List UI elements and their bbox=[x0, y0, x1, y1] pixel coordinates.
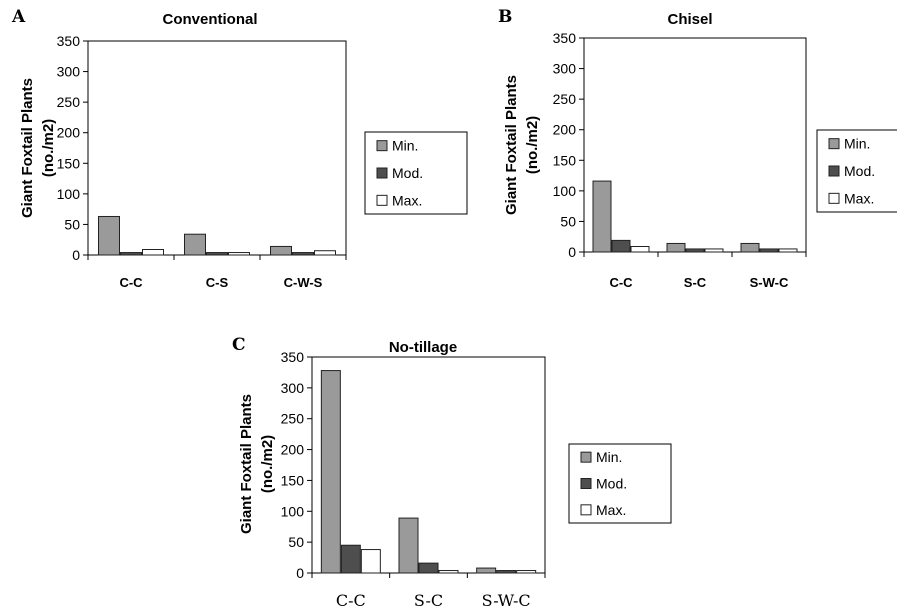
y-tick-label: 100 bbox=[553, 183, 577, 199]
legend-label: Max. bbox=[392, 192, 422, 208]
x-tick-label: S-W-C bbox=[750, 275, 789, 290]
bar-min-c-c bbox=[98, 215, 120, 256]
legend-swatch-mod bbox=[376, 167, 388, 179]
chart-title: Conventional bbox=[162, 11, 257, 28]
y-tick-label: 200 bbox=[553, 122, 577, 138]
y-tick-label: 150 bbox=[281, 472, 305, 488]
bar-mod-c-c bbox=[120, 252, 142, 256]
bar-min-c-c bbox=[320, 370, 341, 574]
legend-label: Mod. bbox=[392, 165, 423, 181]
legend-swatch-max bbox=[376, 194, 388, 206]
y-tick-label: 300 bbox=[57, 64, 81, 80]
y-tick-label: 200 bbox=[281, 442, 305, 458]
bar-mod-c-w-s bbox=[292, 252, 314, 256]
x-tick-label: C-C bbox=[119, 275, 143, 290]
bar-min-c-c bbox=[592, 180, 612, 253]
panel-label: B bbox=[498, 7, 512, 27]
x-tick-label: C-C bbox=[336, 591, 366, 610]
x-tick-label: S-C bbox=[684, 275, 707, 290]
bar-max-s-c bbox=[438, 570, 459, 574]
bar-mod-c-c bbox=[340, 544, 361, 574]
y-tick-label: 150 bbox=[57, 155, 81, 171]
chart-title: No-tillage bbox=[389, 339, 457, 356]
chart-panel-c: C No-tillage Giant Foxtail Plants (no./m2) 0… bbox=[232, 335, 672, 610]
panel-label: A bbox=[11, 7, 26, 27]
y-tick-label: 0 bbox=[568, 244, 576, 260]
bar-min-c-w-s bbox=[270, 245, 292, 256]
legend-label: Max. bbox=[844, 190, 874, 206]
legend: Min. Mod. Max. bbox=[568, 443, 672, 524]
y-tick-label: 50 bbox=[560, 213, 576, 229]
bar-max-s-w-c bbox=[778, 248, 798, 253]
x-tick-label: S-W-C bbox=[482, 591, 531, 610]
legend-label: Mod. bbox=[596, 476, 627, 492]
bar-max-s-w-c bbox=[516, 570, 537, 574]
x-tick-label: S-C bbox=[414, 591, 443, 610]
bar-max-c-c bbox=[142, 248, 164, 256]
bar-min-s-c bbox=[398, 517, 419, 574]
legend-swatch-max bbox=[580, 504, 592, 516]
legend-swatch-mod bbox=[828, 165, 840, 177]
y-tick-label: 0 bbox=[296, 565, 304, 581]
legend: Min. Mod. Max. bbox=[816, 129, 897, 213]
chart-panel-b: B Chisel Giant Foxtail Plants (no./m2) 0 50 10… bbox=[498, 7, 897, 290]
y-tick-label: 250 bbox=[281, 411, 305, 427]
y-axis-unit-label: (no./m2) bbox=[259, 435, 276, 493]
y-tick-label: 100 bbox=[281, 503, 305, 519]
bar-max-s-c bbox=[704, 248, 724, 253]
bar-min-s-w-c bbox=[740, 242, 760, 253]
x-tick-label: C-C bbox=[609, 275, 633, 290]
legend-label: Min. bbox=[596, 449, 622, 465]
y-tick-label: 0 bbox=[72, 247, 80, 263]
bar-mod-s-w-c bbox=[759, 248, 779, 253]
bar-mod-c-c bbox=[611, 239, 631, 253]
legend-label: Min. bbox=[844, 136, 870, 152]
y-tick-label: 50 bbox=[288, 534, 304, 550]
legend-swatch-mod bbox=[580, 478, 592, 489]
bar-min-s-c bbox=[666, 242, 686, 253]
bar-max-c-c bbox=[360, 549, 381, 574]
y-tick-label: 200 bbox=[57, 125, 81, 141]
x-tick-label: C-S bbox=[206, 275, 229, 290]
y-tick-label: 50 bbox=[64, 216, 80, 232]
bar-mod-s-w-c bbox=[496, 570, 517, 574]
x-tick-label: C-W-S bbox=[284, 275, 323, 290]
y-axis-unit-label: (no./m2) bbox=[524, 116, 541, 174]
bar-max-c-c bbox=[630, 245, 650, 253]
legend-label: Max. bbox=[596, 502, 626, 518]
y-axis-unit-label: (no./m2) bbox=[40, 119, 57, 177]
y-tick-label: 300 bbox=[281, 380, 305, 396]
y-tick-label: 350 bbox=[281, 349, 305, 365]
y-tick-label: 100 bbox=[57, 186, 81, 202]
legend: Min. Mod. Max. bbox=[364, 131, 468, 215]
y-tick-label: 350 bbox=[553, 30, 577, 46]
legend-label: Mod. bbox=[844, 163, 875, 179]
y-tick-label: 150 bbox=[553, 152, 577, 168]
legend-swatch-min bbox=[376, 140, 388, 152]
legend-swatch-min bbox=[828, 138, 840, 150]
y-tick-label: 300 bbox=[553, 61, 577, 77]
y-tick-label: 250 bbox=[57, 94, 81, 110]
legend-label: Min. bbox=[392, 138, 418, 154]
bar-max-c-s bbox=[228, 252, 250, 256]
bar-min-c-s bbox=[184, 233, 206, 256]
y-axis-label: Giant Foxtail Plants bbox=[503, 75, 520, 215]
bar-mod-c-s bbox=[206, 252, 228, 256]
legend-swatch-max bbox=[828, 192, 840, 204]
y-axis-label: Giant Foxtail Plants bbox=[19, 78, 36, 218]
panel-label: C bbox=[232, 335, 246, 355]
y-axis-label: Giant Foxtail Plants bbox=[238, 394, 255, 534]
legend-swatch-min bbox=[580, 451, 592, 463]
chart-title: Chisel bbox=[667, 11, 712, 28]
bar-mod-s-c bbox=[418, 562, 439, 574]
y-tick-label: 350 bbox=[57, 33, 81, 49]
y-tick-label: 250 bbox=[553, 91, 577, 107]
bar-max-c-w-s bbox=[314, 250, 336, 256]
chart-panel-a: A Conventional Giant Foxtail Plants (no./m2… bbox=[11, 7, 468, 290]
bar-mod-s-c bbox=[685, 248, 705, 253]
bar-min-s-w-c bbox=[476, 567, 497, 574]
